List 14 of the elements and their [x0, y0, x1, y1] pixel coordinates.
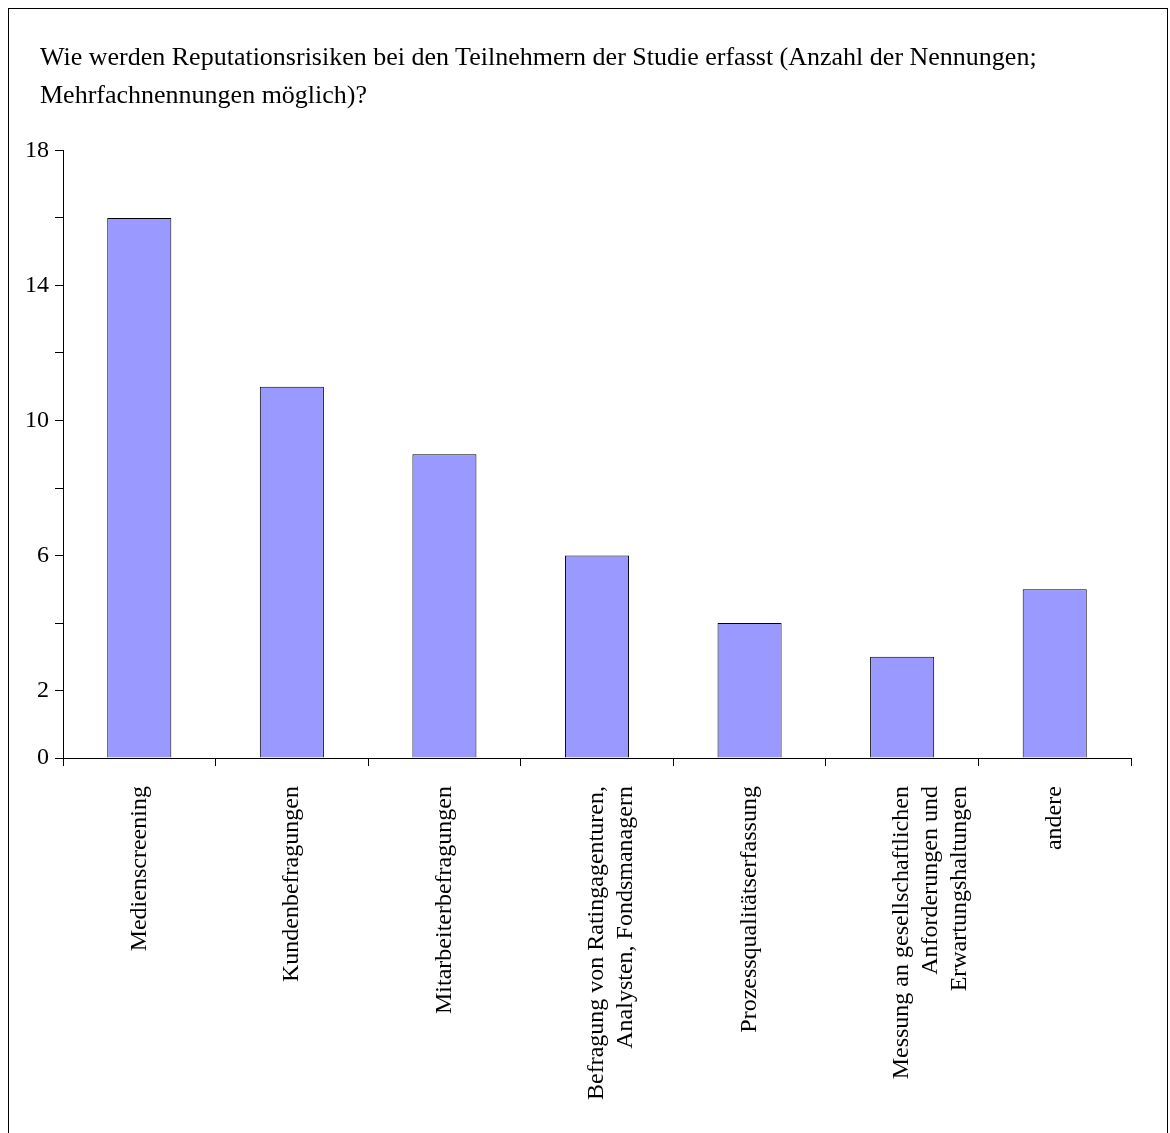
x-tick-label: Messung an gesellschaftlichen Anforderungen und Erwartungshaltungen [887, 786, 972, 1080]
y-tick-label: 14 [25, 270, 49, 297]
x-tick-label: Prozessqualitätserfassung [734, 786, 761, 1033]
x-tick-label: Kundenbefragungen [277, 786, 304, 983]
y-tick-label: 6 [37, 540, 49, 567]
x-tick-label: Mitarbeiterbefragungen [429, 786, 456, 1014]
y-tick-label: 0 [37, 743, 49, 770]
x-tick-label: Medienscreening [124, 786, 151, 952]
x-tick-label: andere [1040, 786, 1067, 851]
y-tick-label: 2 [37, 675, 49, 702]
y-tick-label: 10 [25, 405, 49, 432]
chart-title: Wie werden Reputationsrisiken bei den Teilnehmern der Studie erfasst (Anzahl der Nennungen; Mehrfachnennungen möglich)? [40, 41, 1038, 111]
x-tick-label: Befragung von Ratingagenturen, Analysten, Fondsmanagern [582, 786, 638, 1101]
y-tick-label: 18 [25, 135, 49, 162]
